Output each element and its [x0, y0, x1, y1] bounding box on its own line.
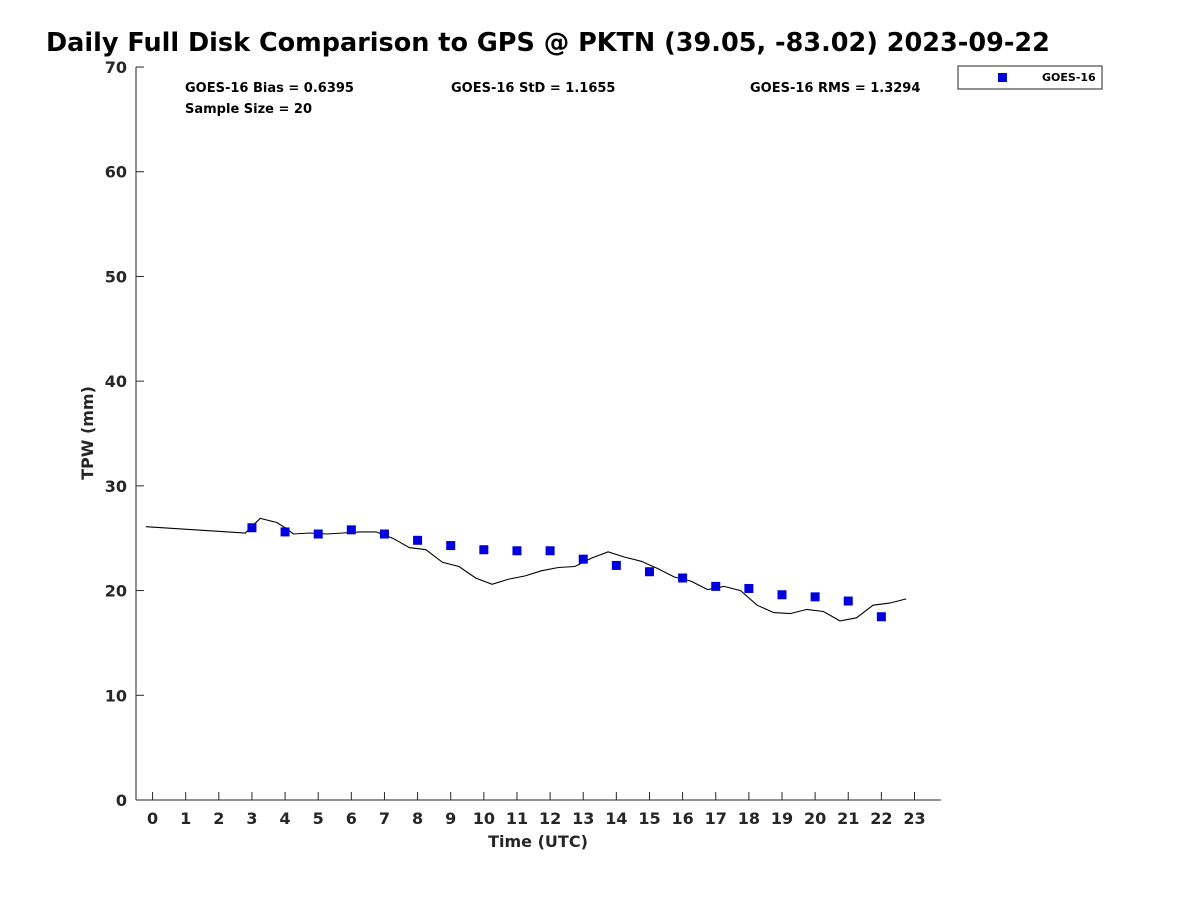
- goes-data-point: [479, 545, 489, 555]
- chart-title: Daily Full Disk Comparison to GPS @ PKTN…: [46, 28, 1050, 58]
- x-tick-label: 11: [506, 809, 528, 828]
- x-tick-label: 18: [738, 809, 760, 828]
- y-tick-label: 50: [105, 267, 127, 286]
- y-tick-label: 10: [105, 686, 127, 705]
- x-tick-label: 4: [280, 809, 291, 828]
- goes-data-point: [446, 541, 456, 551]
- goes-data-point: [876, 612, 886, 622]
- x-tick-label: 16: [671, 809, 693, 828]
- goes-data-point: [744, 583, 754, 593]
- goes-data-point: [578, 554, 588, 564]
- x-tick-label: 6: [346, 809, 357, 828]
- x-tick-label: 12: [539, 809, 561, 828]
- ticks: 0 1 2 3 4 5 6 7 8 9 10 11 12 13 14 15 16 17 18 19 20 21 22 2301…: [105, 58, 926, 828]
- y-tick-label: 70: [105, 58, 127, 77]
- legend-label: GOES-16: [1042, 71, 1096, 84]
- x-tick-label: 22: [870, 809, 892, 828]
- x-tick-label: 14: [605, 809, 627, 828]
- goes-data-point: [545, 546, 555, 556]
- x-tick-label: 21: [837, 809, 859, 828]
- x-tick-label: 2: [213, 809, 224, 828]
- goes-data-point: [843, 596, 853, 606]
- x-tick-label: 10: [473, 809, 495, 828]
- goes-marker-layer: [247, 523, 886, 622]
- gps-tpw-line: [145, 517, 907, 622]
- x-tick-label: 15: [638, 809, 660, 828]
- gps-line-layer: [145, 517, 907, 622]
- goes-data-point: [280, 527, 290, 537]
- goes-data-point: [512, 546, 522, 556]
- x-tick-label: 0: [147, 809, 158, 828]
- x-axis-label: Time (UTC): [488, 832, 588, 851]
- x-tick-label: 9: [445, 809, 456, 828]
- bias-text: GOES-16 Bias = 0.6395: [185, 81, 354, 96]
- x-tick-label: 8: [412, 809, 423, 828]
- goes-data-point: [247, 523, 257, 533]
- x-tick-label: 19: [771, 809, 793, 828]
- legend-marker-icon: [998, 73, 1007, 82]
- goes-data-point: [346, 525, 356, 535]
- x-tick-label: 23: [903, 809, 925, 828]
- goes-data-point: [810, 592, 820, 602]
- legend: GOES-16: [957, 65, 1103, 90]
- rms-text: GOES-16 RMS = 1.3294: [750, 81, 920, 96]
- goes-data-point: [413, 535, 423, 545]
- goes-data-point: [379, 529, 389, 539]
- goes-data-point: [711, 581, 721, 591]
- axes: [135, 67, 941, 801]
- goes-data-point: [777, 590, 787, 600]
- x-tick-label: 3: [246, 809, 257, 828]
- x-tick-label: 5: [313, 809, 324, 828]
- legend-box: [957, 65, 1103, 90]
- y-tick-label: 0: [116, 791, 127, 810]
- x-tick-label: 1: [180, 809, 191, 828]
- x-tick-label: 20: [804, 809, 826, 828]
- x-tick-label: 17: [705, 809, 727, 828]
- x-tick-label: 7: [379, 809, 390, 828]
- goes-data-point: [611, 560, 621, 570]
- y-tick-label: 40: [105, 372, 127, 391]
- x-tick-label: 13: [572, 809, 594, 828]
- y-axis-label: TPW (mm): [78, 386, 97, 480]
- std-text: GOES-16 StD = 1.1655: [451, 81, 615, 96]
- y-tick-label: 60: [105, 163, 127, 182]
- sample-size-text: Sample Size = 20: [185, 102, 312, 117]
- y-tick-label: 20: [105, 582, 127, 601]
- goes-data-point: [678, 573, 688, 583]
- goes-data-point: [644, 567, 654, 577]
- goes-data-point: [313, 529, 323, 539]
- y-tick-label: 30: [105, 477, 127, 496]
